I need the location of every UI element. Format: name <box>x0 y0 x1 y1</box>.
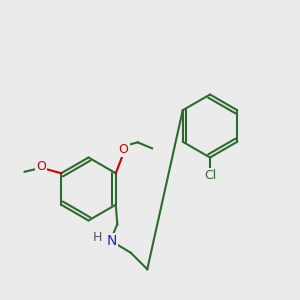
Text: O: O <box>37 160 46 173</box>
Text: O: O <box>118 143 128 156</box>
Text: H: H <box>93 231 103 244</box>
Text: Cl: Cl <box>204 169 216 182</box>
Text: N: N <box>106 234 117 248</box>
